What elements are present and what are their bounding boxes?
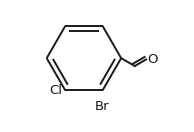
Text: Br: Br [95, 100, 110, 113]
Text: Cl: Cl [50, 84, 63, 97]
Text: O: O [148, 53, 158, 66]
